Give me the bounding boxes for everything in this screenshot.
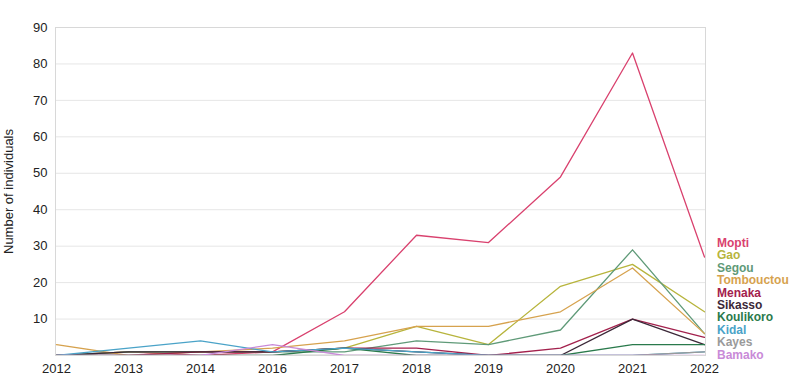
svg-text:2016: 2016 xyxy=(258,361,287,376)
svg-text:10: 10 xyxy=(33,311,47,326)
svg-text:30: 30 xyxy=(33,238,47,253)
svg-text:Number of individuals: Number of individuals xyxy=(1,129,16,255)
html-text:Gao: Gao xyxy=(717,248,741,263)
html-text:Mopti: Mopti xyxy=(717,236,749,250)
html-text:Kayes: Kayes xyxy=(717,335,753,350)
svg-text:70: 70 xyxy=(33,93,47,108)
svg-text:2017: 2017 xyxy=(330,361,359,376)
svg-text:40: 40 xyxy=(33,202,47,217)
html-text:Kidal: Kidal xyxy=(717,322,747,337)
svg-text:90: 90 xyxy=(33,20,47,35)
svg-text:2013: 2013 xyxy=(114,361,143,376)
svg-text:60: 60 xyxy=(33,129,47,144)
svg-text:2019: 2019 xyxy=(474,361,503,376)
svg-text:50: 50 xyxy=(33,165,47,180)
svg-text:20: 20 xyxy=(33,275,47,290)
svg-text:2022: 2022 xyxy=(690,361,719,376)
svg-text:2021: 2021 xyxy=(618,361,647,376)
svg-text:2018: 2018 xyxy=(402,361,431,376)
svg-text:80: 80 xyxy=(33,56,47,71)
svg-text:2012: 2012 xyxy=(42,361,71,376)
html-text:Sikasso: Sikasso xyxy=(717,298,763,312)
html-text:Bamako: Bamako xyxy=(717,347,764,362)
html-text:Tombouctou: Tombouctou xyxy=(717,273,789,288)
svg-text:2014: 2014 xyxy=(186,361,215,376)
html-text:Menaka: Menaka xyxy=(717,285,761,300)
svg-text:2020: 2020 xyxy=(546,361,575,376)
html-text:Koulikoro: Koulikoro xyxy=(717,310,773,325)
html-text:Segou: Segou xyxy=(717,260,754,275)
